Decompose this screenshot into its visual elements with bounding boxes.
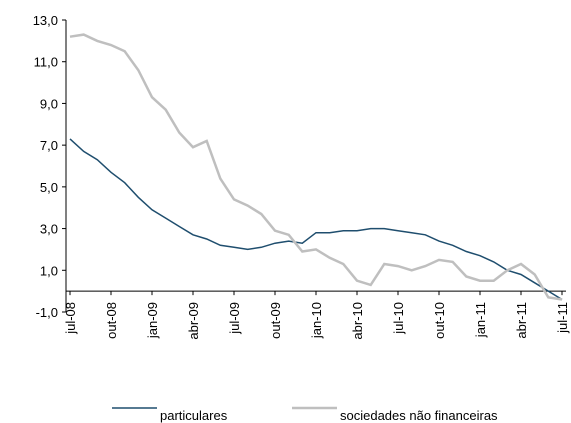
y-tick-label: 9,0 <box>40 96 58 111</box>
x-tick-label: jul-11 <box>555 302 570 334</box>
y-tick-label: 1,0 <box>40 263 58 278</box>
y-tick-label: 11,0 <box>34 55 58 70</box>
x-tick-label: out-09 <box>268 302 283 339</box>
x-tick-label: abr-09 <box>186 302 201 340</box>
y-tick-label: 13,0 <box>33 13 58 28</box>
x-tick-label: jan-09 <box>145 302 160 339</box>
y-tick-label: 5,0 <box>40 180 58 195</box>
series-line <box>69 33 563 301</box>
series-line <box>69 138 563 301</box>
y-tick-label: 3,0 <box>40 222 58 237</box>
x-tick-label: jan-10 <box>309 302 324 339</box>
x-tick-label: abr-10 <box>350 302 365 340</box>
x-tick-label: jan-11 <box>473 302 488 338</box>
y-tick-label: 7,0 <box>40 138 58 153</box>
legend-label: particulares <box>160 408 228 423</box>
y-tick-label: -1,0 <box>36 305 58 320</box>
x-tick-label: abr-11 <box>514 302 529 339</box>
x-tick-label: jul-10 <box>391 302 406 335</box>
x-tick-label: out-10 <box>432 302 447 339</box>
x-tick-label: jul-09 <box>227 302 242 335</box>
x-tick-label: out-08 <box>104 302 119 339</box>
x-tick-label: jul-08 <box>63 302 78 335</box>
legend-label: sociedades não financeiras <box>340 408 498 423</box>
